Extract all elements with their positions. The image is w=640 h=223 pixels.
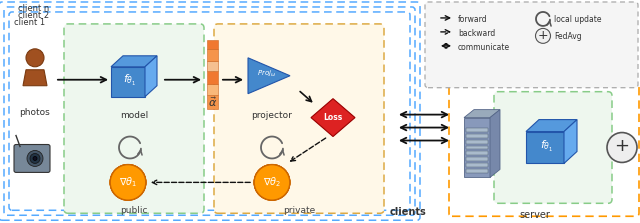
- Bar: [466, 163, 488, 167]
- Bar: [466, 134, 488, 138]
- FancyBboxPatch shape: [111, 67, 145, 97]
- Polygon shape: [111, 56, 157, 67]
- Bar: [207, 61, 218, 71]
- Circle shape: [254, 165, 290, 200]
- Bar: [466, 151, 488, 155]
- Polygon shape: [526, 120, 577, 132]
- Bar: [207, 95, 218, 109]
- Text: forward: forward: [458, 15, 488, 24]
- Bar: [466, 128, 488, 132]
- Text: $\vec{\alpha}$: $\vec{\alpha}$: [209, 96, 218, 109]
- Circle shape: [254, 164, 290, 200]
- Circle shape: [27, 151, 43, 166]
- Text: $f_{\theta_1}$: $f_{\theta_1}$: [124, 73, 137, 88]
- Text: client n: client n: [18, 4, 49, 13]
- Text: private: private: [283, 206, 315, 215]
- Text: client 1: client 1: [14, 18, 45, 27]
- Text: communicate: communicate: [458, 43, 510, 52]
- Text: projector: projector: [252, 111, 292, 120]
- Text: server: server: [520, 210, 550, 220]
- Text: clients: clients: [390, 207, 426, 217]
- Bar: [466, 145, 488, 149]
- Text: +: +: [538, 29, 548, 42]
- Circle shape: [110, 164, 146, 200]
- Text: public: public: [120, 206, 148, 215]
- Text: local update: local update: [554, 15, 602, 24]
- Bar: [207, 49, 218, 61]
- Circle shape: [30, 153, 40, 163]
- Text: +: +: [614, 138, 630, 155]
- Text: $\nabla\theta_1$: $\nabla\theta_1$: [119, 176, 137, 189]
- FancyBboxPatch shape: [14, 145, 50, 172]
- Bar: [207, 71, 218, 84]
- Bar: [466, 157, 488, 161]
- Bar: [464, 118, 490, 177]
- Bar: [207, 84, 218, 95]
- Circle shape: [110, 165, 146, 200]
- Polygon shape: [564, 120, 577, 163]
- Circle shape: [26, 49, 44, 67]
- Circle shape: [254, 165, 290, 200]
- FancyBboxPatch shape: [425, 2, 638, 88]
- Text: Loss: Loss: [323, 113, 342, 122]
- FancyBboxPatch shape: [526, 132, 564, 163]
- Polygon shape: [145, 56, 157, 97]
- Polygon shape: [464, 110, 500, 118]
- Polygon shape: [248, 58, 290, 94]
- Bar: [207, 40, 218, 49]
- Circle shape: [536, 28, 550, 43]
- Text: client 2: client 2: [18, 11, 49, 20]
- Circle shape: [110, 165, 146, 200]
- Polygon shape: [311, 99, 355, 136]
- Polygon shape: [23, 70, 47, 86]
- Text: FedAvg: FedAvg: [554, 32, 582, 41]
- FancyBboxPatch shape: [494, 92, 612, 203]
- Bar: [466, 140, 488, 144]
- Circle shape: [607, 132, 637, 162]
- FancyBboxPatch shape: [64, 24, 204, 213]
- Text: photos: photos: [20, 108, 51, 117]
- Bar: [466, 169, 488, 173]
- Text: backward: backward: [458, 29, 495, 38]
- Circle shape: [254, 165, 290, 200]
- Circle shape: [33, 157, 37, 161]
- Circle shape: [110, 165, 146, 200]
- Polygon shape: [490, 110, 500, 177]
- Text: $Proj_\omega$: $Proj_\omega$: [257, 69, 276, 79]
- FancyBboxPatch shape: [214, 24, 384, 213]
- Circle shape: [110, 165, 146, 200]
- Text: $\nabla\theta_2$: $\nabla\theta_2$: [263, 176, 281, 189]
- Text: $f_{\theta_1}$: $f_{\theta_1}$: [540, 139, 554, 154]
- Circle shape: [254, 165, 290, 200]
- Text: model: model: [120, 111, 148, 120]
